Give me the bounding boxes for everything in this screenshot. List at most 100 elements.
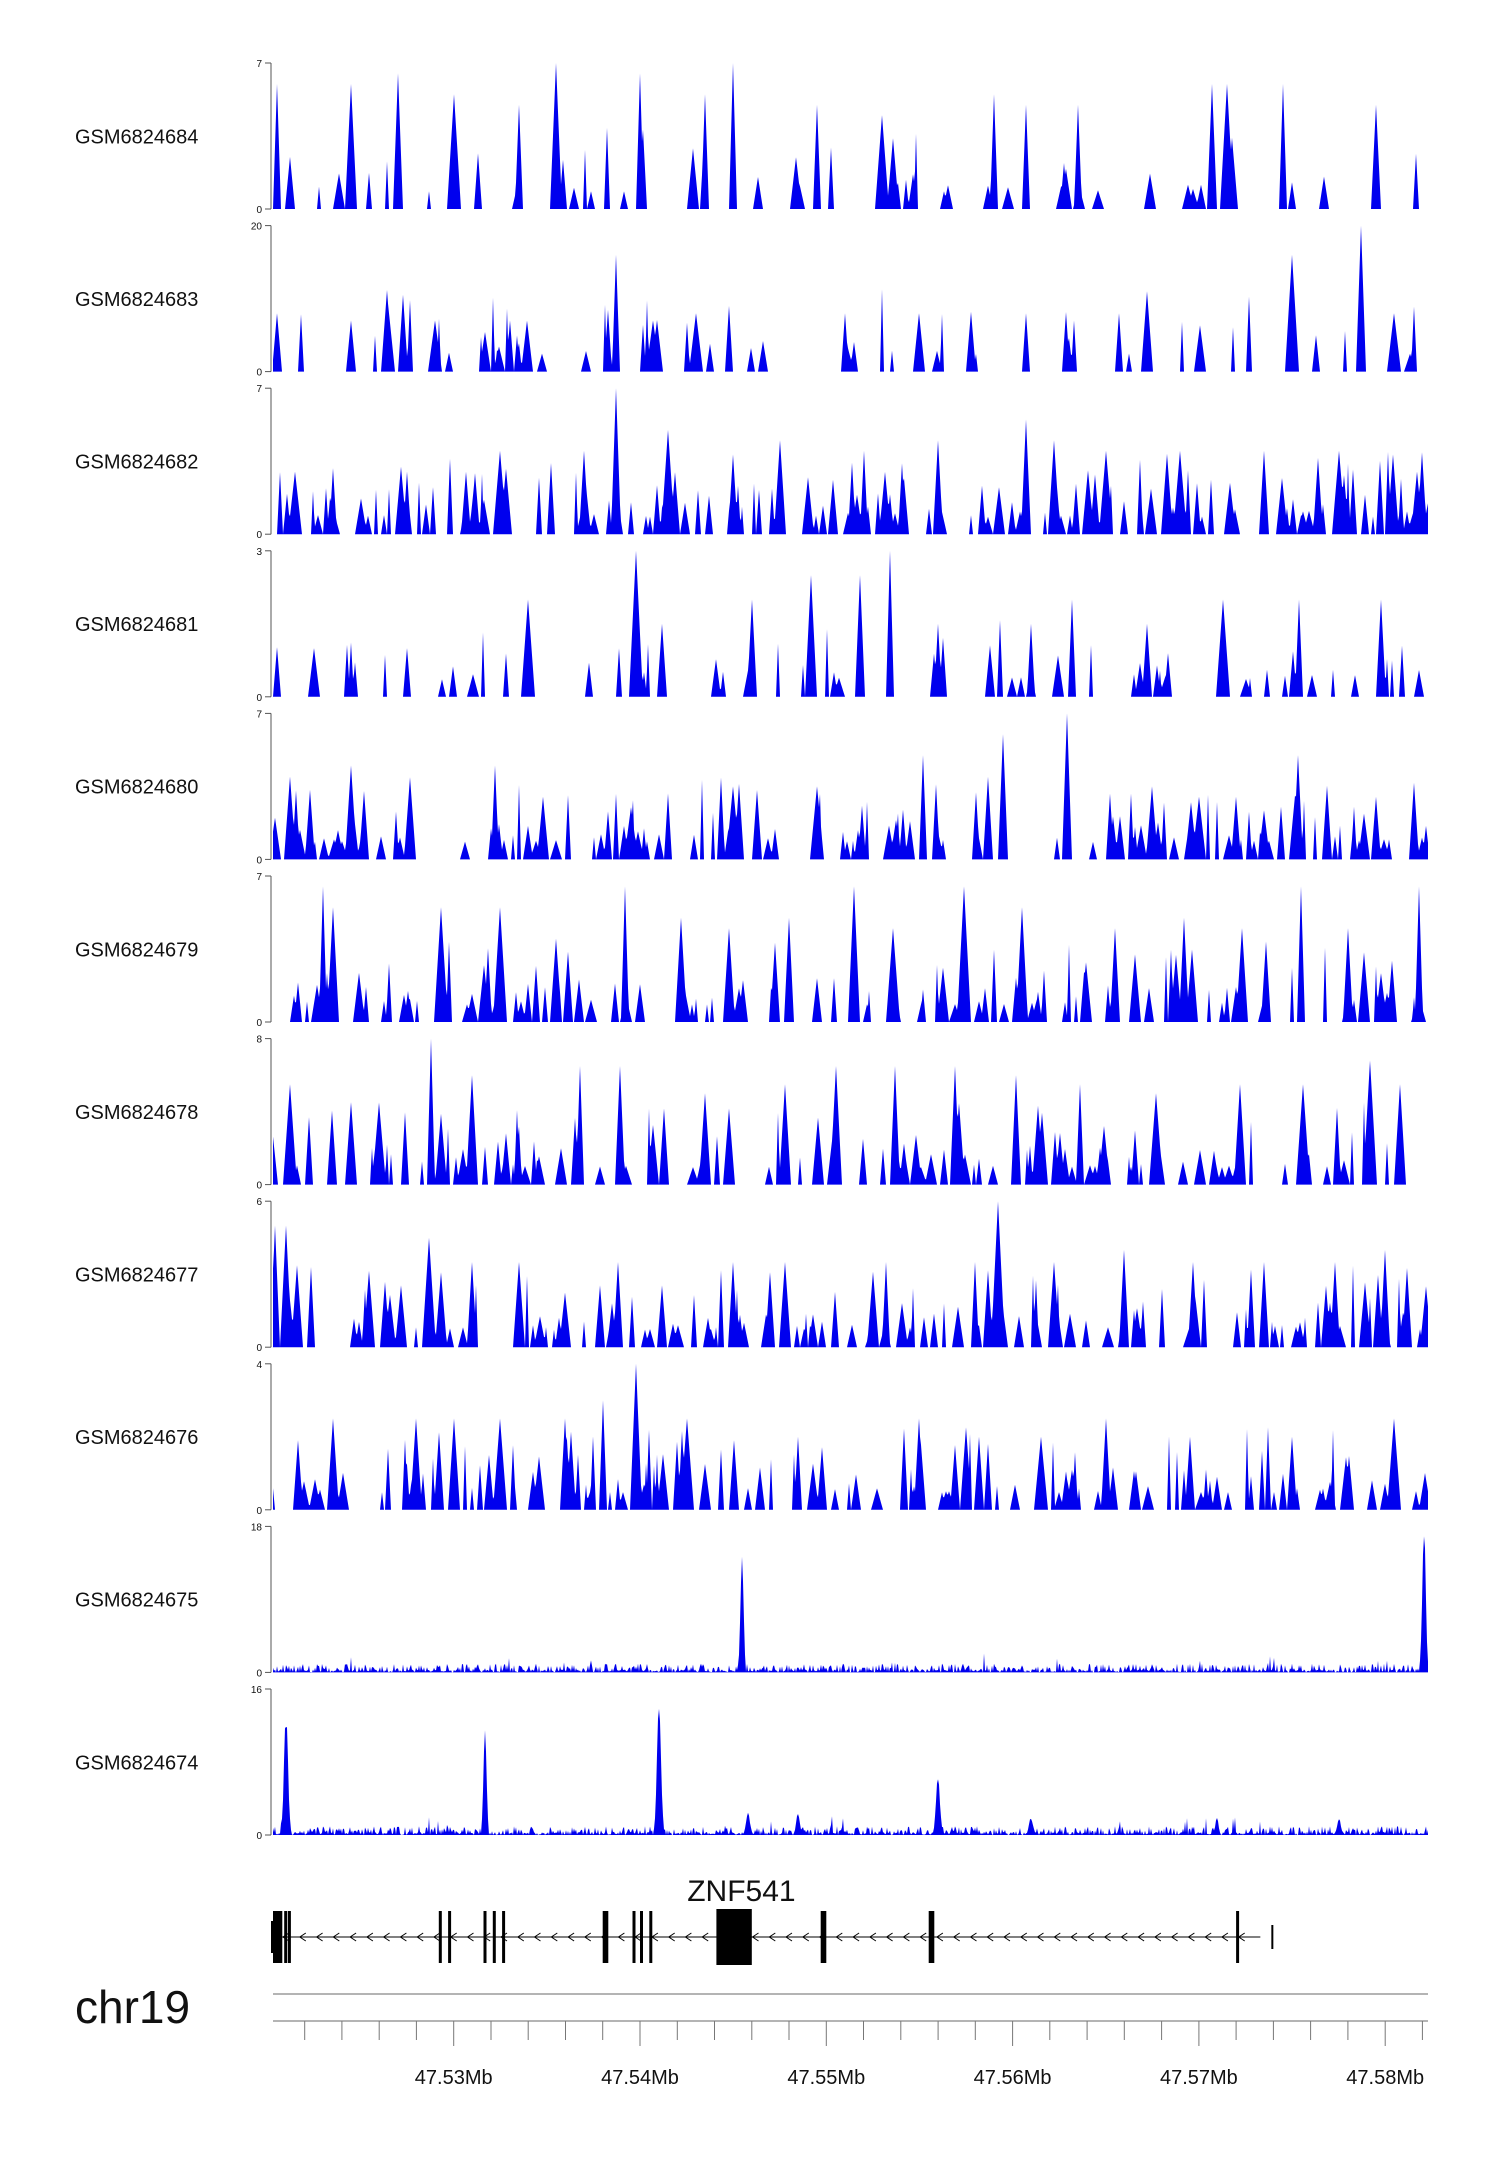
- strand-arrow: [617, 1932, 625, 1942]
- track-GSM6824679: GSM6824679 7 0: [75, 872, 1428, 1029]
- exon-11: [640, 1911, 643, 1963]
- y-tick-label-max: 16: [251, 1685, 263, 1696]
- strand-arrow: [885, 1932, 893, 1942]
- y-tick-label-max: 8: [256, 1035, 262, 1046]
- signal-area: [273, 1708, 1428, 1835]
- y-tick-label-min: 0: [256, 1181, 262, 1192]
- track-label: GSM6824679: [75, 939, 198, 961]
- strand-arrow: [365, 1932, 374, 1942]
- strand-arrow: [1003, 1932, 1011, 1942]
- strand-arrow: [969, 1932, 977, 1942]
- y-tick-label-max: 20: [251, 222, 263, 233]
- exon-15: [928, 1911, 935, 1963]
- y-tick-label-max: 4: [256, 1360, 262, 1371]
- y-tick-label-max: 7: [256, 384, 262, 395]
- exon-5: [448, 1911, 452, 1963]
- track-label: GSM6824675: [75, 1590, 198, 1612]
- genome-axis: chr19 47.53Mb 47.54Mb 47.55Mb 47.56Mb 47.57M…: [75, 1981, 1428, 2089]
- strand-arrow: [785, 1932, 793, 1942]
- track-label: GSM6824680: [75, 777, 198, 799]
- exon-8: [502, 1911, 506, 1963]
- strand-arrow: [868, 1932, 877, 1942]
- y-tick-label-min: 0: [256, 1506, 262, 1517]
- exon-14: [820, 1911, 827, 1963]
- strand-arrow: [902, 1932, 910, 1942]
- strand-arrow: [919, 1932, 927, 1942]
- strand-arrow: [1053, 1932, 1061, 1942]
- strand-arrow: [432, 1932, 441, 1942]
- y-tick-label-max: 7: [256, 872, 262, 883]
- y-tick-label-min: 0: [256, 1343, 262, 1354]
- exon-12: [649, 1911, 653, 1963]
- track-GSM6824677: GSM6824677 6 0: [75, 1197, 1428, 1354]
- strand-arrow: [768, 1932, 776, 1942]
- track-GSM6824674: GSM6824674 16 0: [75, 1685, 1428, 1842]
- y-tick-label-min: 0: [256, 1831, 262, 1842]
- signal-area: [273, 713, 1428, 860]
- track-label: GSM6824676: [75, 1427, 198, 1449]
- y-tick-label-max: 7: [256, 709, 262, 720]
- track-GSM6824680: GSM6824680 7 0: [75, 709, 1428, 866]
- y-tick-label-min: 0: [256, 1018, 262, 1029]
- y-tick-label-max: 6: [256, 1197, 262, 1208]
- strand-arrow: [1220, 1932, 1229, 1942]
- signal-area: [273, 1363, 1428, 1510]
- strand-arrow: [583, 1932, 592, 1942]
- strand-arrow: [1170, 1932, 1178, 1942]
- x-tick-label: 47.54Mb: [601, 2067, 679, 2089]
- strand-arrow: [298, 1932, 307, 1942]
- strand-arrow: [1086, 1932, 1095, 1942]
- track-GSM6824684: GSM6824684 7 0: [75, 59, 1428, 216]
- track-label: GSM6824681: [75, 614, 198, 636]
- signal-area: [273, 1201, 1428, 1348]
- x-tick-label: 47.58Mb: [1346, 2067, 1424, 2089]
- x-tick-label: 47.53Mb: [415, 2067, 493, 2089]
- track-GSM6824682: GSM6824682 7 0: [75, 384, 1428, 541]
- exon-2: [284, 1911, 288, 1963]
- strand-arrow: [567, 1932, 575, 1942]
- exon-7: [492, 1911, 496, 1963]
- signal-area: [273, 1038, 1428, 1185]
- strand-arrow: [1153, 1932, 1162, 1942]
- y-tick-label-min: 0: [256, 855, 262, 866]
- signal-area: [273, 388, 1428, 535]
- strand-arrow: [349, 1932, 357, 1942]
- track-GSM6824676: GSM6824676 4 0: [75, 1360, 1428, 1517]
- strand-arrow: [550, 1932, 558, 1942]
- y-tick-label-min: 0: [256, 693, 262, 704]
- strand-arrow: [667, 1932, 675, 1942]
- exon-9: [602, 1911, 609, 1963]
- strand-arrow: [399, 1932, 407, 1942]
- strand-arrow: [701, 1932, 709, 1942]
- strand-arrow: [533, 1932, 541, 1942]
- strand-arrow: [1070, 1932, 1078, 1942]
- y-tick-label-max: 18: [251, 1522, 263, 1533]
- track-label: GSM6824682: [75, 452, 198, 474]
- strand-arrow: [1204, 1932, 1212, 1942]
- signal-area: [273, 550, 1428, 697]
- strand-arrow: [1120, 1932, 1128, 1942]
- track-label: GSM6824678: [75, 1102, 198, 1124]
- signal-area: [273, 886, 1428, 1022]
- track-label: GSM6824677: [75, 1265, 198, 1287]
- signal-area: [273, 225, 1428, 372]
- x-tick-label: 47.55Mb: [787, 2067, 865, 2089]
- y-tick-label-min: 0: [256, 205, 262, 216]
- signal-area: [273, 63, 1428, 209]
- track-label: GSM6824674: [75, 1752, 198, 1774]
- chromosome-label: chr19: [75, 1981, 190, 2033]
- strand-arrow: [1103, 1932, 1111, 1942]
- y-tick-label-min: 0: [256, 368, 262, 379]
- x-tick-label: 47.57Mb: [1160, 2067, 1238, 2089]
- strand-arrow: [1019, 1932, 1028, 1942]
- strand-arrow: [1137, 1932, 1145, 1942]
- track-label: GSM6824683: [75, 289, 198, 311]
- gene-name-label: ZNF541: [687, 1875, 795, 1908]
- exon-10: [632, 1911, 636, 1963]
- signal-area: [273, 1536, 1428, 1673]
- strand-arrow: [986, 1932, 994, 1942]
- strand-arrow: [416, 1932, 424, 1942]
- strand-arrow: [952, 1932, 960, 1942]
- gene-model-track: ZNF541: [271, 1875, 1274, 1965]
